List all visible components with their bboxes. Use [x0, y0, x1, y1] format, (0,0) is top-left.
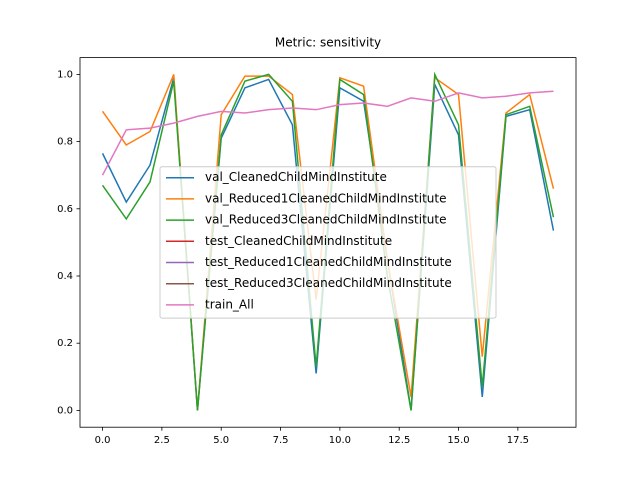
x-tick-label: 15.0: [447, 435, 469, 446]
x-tick-label: 10.0: [329, 435, 351, 446]
y-tick-label: 0.4: [57, 271, 73, 282]
x-tick-label: 7.5: [273, 435, 289, 446]
legend-box: [159, 166, 497, 319]
data-line: [101, 90, 554, 176]
legend-label: test_Reduced3CleanedChildMindInstitute: [205, 276, 452, 290]
x-tick-label: 17.5: [507, 435, 529, 446]
x-tick-label: 0.0: [95, 435, 111, 446]
y-tick-label: 0.2: [57, 338, 73, 349]
y-tick-label: 0.6: [57, 204, 73, 215]
legend-label: val_CleanedChildMindInstitute: [205, 170, 387, 184]
legend-label: val_Reduced1CleanedChildMindInstitute: [205, 191, 447, 205]
legend-label: train_All: [205, 297, 254, 311]
plot-frame: [79, 57, 577, 428]
legend-label: test_CleanedChildMindInstitute: [205, 234, 392, 248]
y-tick-label: 1.0: [57, 69, 73, 80]
x-tick-label: 12.5: [388, 435, 410, 446]
legend-label: val_Reduced3CleanedChildMindInstitute: [205, 213, 447, 227]
y-tick-label: 0.8: [57, 137, 73, 148]
x-tick-label: 2.5: [154, 435, 170, 446]
chart-title: Metric: sensitivity: [275, 36, 381, 50]
legend-label: test_Reduced1CleanedChildMindInstitute: [205, 255, 452, 269]
x-tick-label: 5.0: [213, 435, 229, 446]
y-tick-label: 0.0: [57, 405, 73, 416]
